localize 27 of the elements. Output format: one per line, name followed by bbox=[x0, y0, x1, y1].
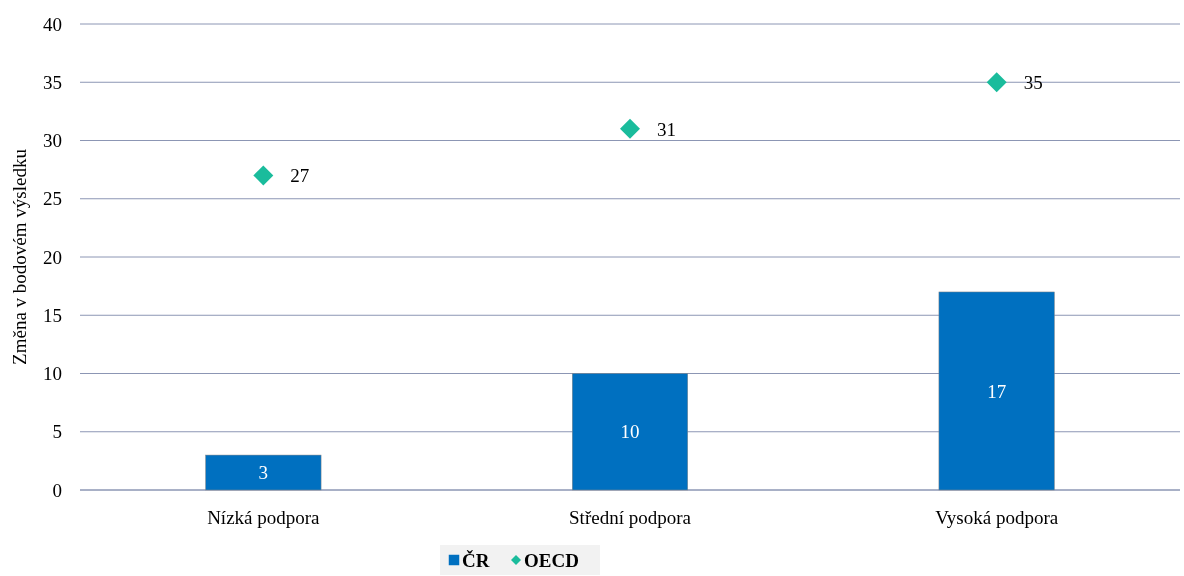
legend-label: ČR bbox=[462, 549, 490, 571]
y-tick-label: 10 bbox=[43, 363, 62, 385]
y-tick-label: 20 bbox=[43, 246, 62, 268]
x-tick-label: Střední podpora bbox=[569, 507, 692, 528]
x-tick-label: Nízká podpora bbox=[207, 507, 321, 528]
data-label: 3 bbox=[258, 462, 269, 484]
bar bbox=[205, 454, 322, 491]
data-label: 35 bbox=[1023, 71, 1043, 93]
legend-label: OECD bbox=[524, 549, 579, 571]
y-axis-title: Změna v bodovém výsledku bbox=[9, 148, 30, 365]
x-tick-label: Vysoká podpora bbox=[935, 507, 1059, 528]
y-tick-label: 30 bbox=[43, 130, 62, 152]
bar bbox=[938, 291, 1055, 491]
point bbox=[620, 118, 640, 139]
data-label: 31 bbox=[657, 118, 676, 140]
y-tick-label: 40 bbox=[43, 13, 62, 35]
y-tick-label: 35 bbox=[43, 71, 62, 93]
point bbox=[986, 72, 1007, 93]
y-tick-label: 25 bbox=[43, 188, 62, 210]
data-label: 27 bbox=[290, 165, 310, 187]
y-tick-label: 5 bbox=[52, 421, 62, 443]
data-label: 10 bbox=[620, 421, 640, 443]
y-tick-label: 0 bbox=[52, 479, 62, 501]
y-tick-label: 15 bbox=[43, 304, 62, 326]
point bbox=[253, 165, 274, 186]
data-label: 17 bbox=[987, 380, 1007, 402]
bar bbox=[572, 373, 688, 491]
